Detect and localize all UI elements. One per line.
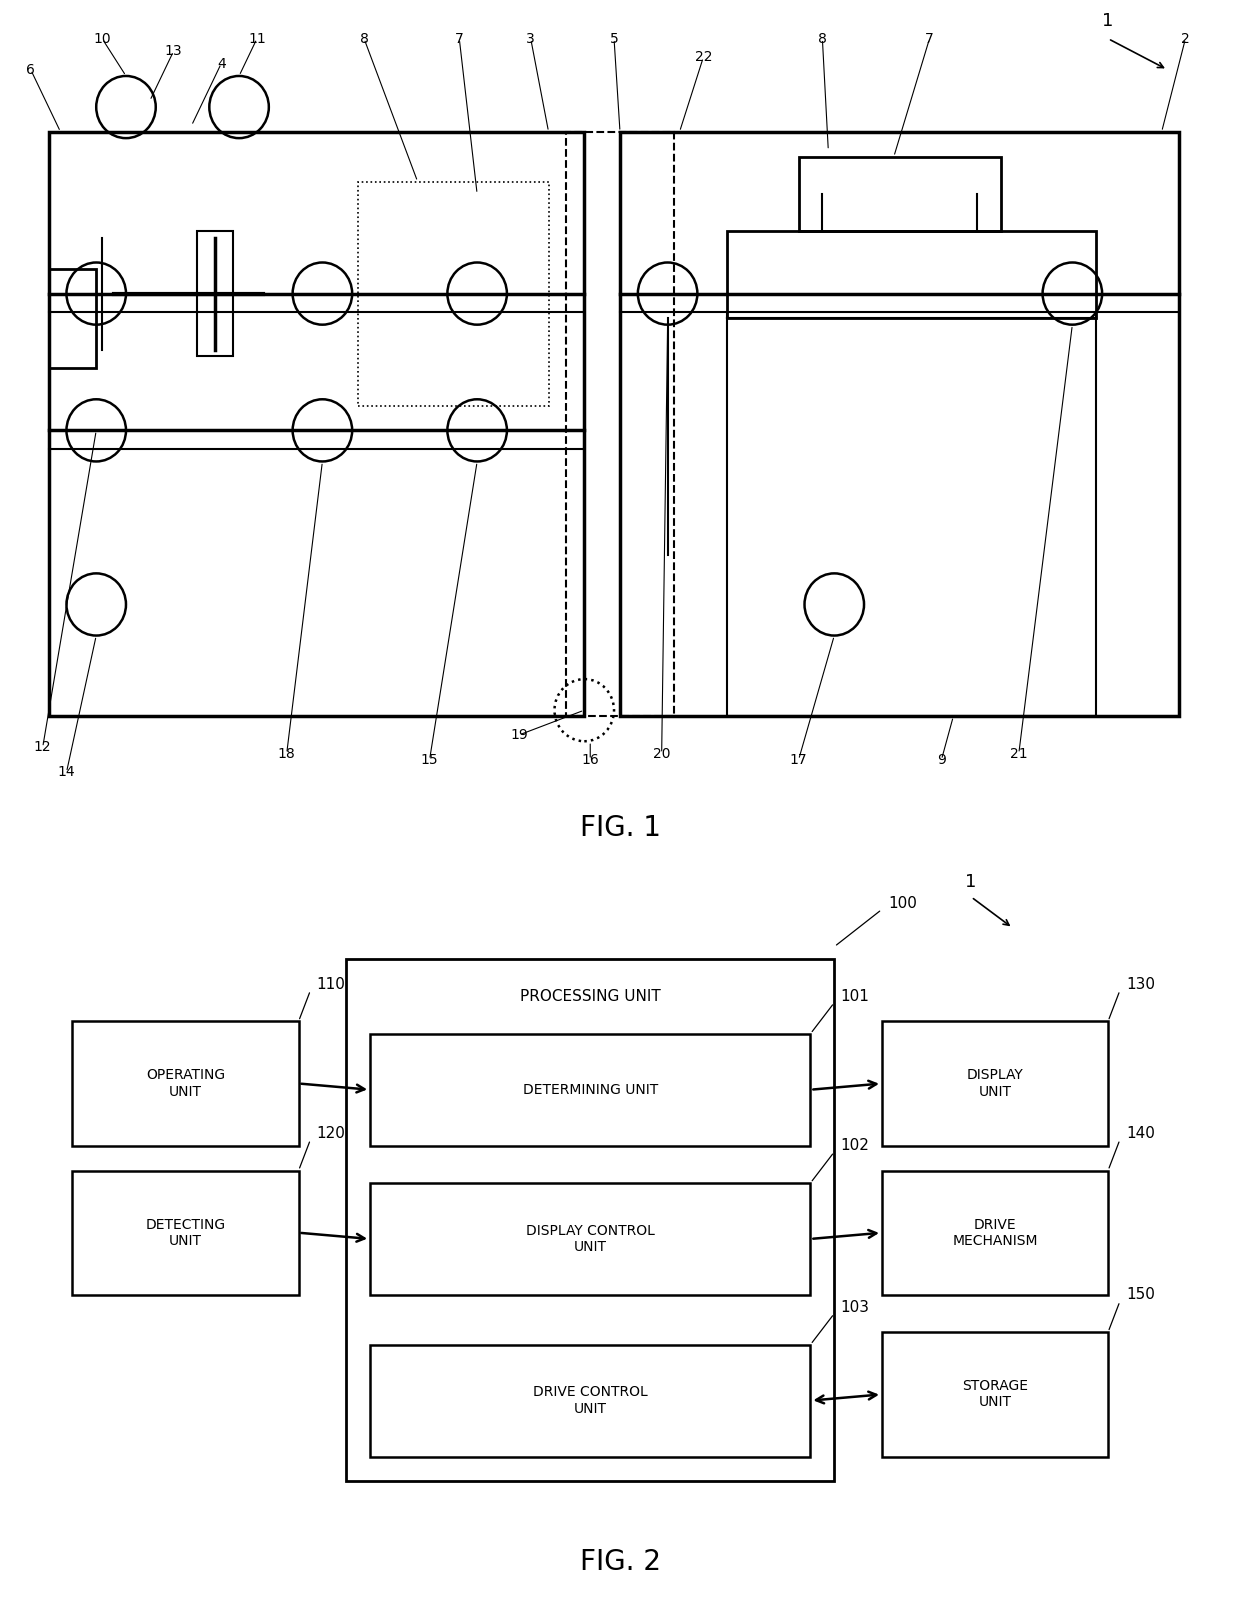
Text: 21: 21: [1009, 746, 1028, 761]
Text: 17: 17: [790, 753, 807, 767]
Text: 13: 13: [165, 44, 182, 58]
Text: 12: 12: [33, 741, 52, 754]
Text: DETERMINING UNIT: DETERMINING UNIT: [522, 1083, 658, 1096]
Text: 5: 5: [610, 32, 619, 45]
Text: FIG. 1: FIG. 1: [579, 814, 661, 842]
Text: 7: 7: [925, 32, 934, 45]
Text: PROCESSING UNIT: PROCESSING UNIT: [520, 989, 661, 1004]
Text: FIG. 2: FIG. 2: [579, 1549, 661, 1577]
Text: 19: 19: [510, 728, 528, 741]
Text: OPERATING
UNIT: OPERATING UNIT: [146, 1069, 226, 1098]
Text: 150: 150: [1126, 1288, 1154, 1302]
Text: DISPLAY CONTROL
UNIT: DISPLAY CONTROL UNIT: [526, 1225, 655, 1254]
Text: 15: 15: [420, 753, 439, 767]
Text: 8: 8: [360, 32, 368, 45]
Text: 7: 7: [455, 32, 464, 45]
Text: 120: 120: [316, 1126, 345, 1140]
Text: 102: 102: [841, 1139, 869, 1153]
Text: 16: 16: [582, 753, 599, 767]
Text: DISPLAY
UNIT: DISPLAY UNIT: [967, 1069, 1023, 1098]
Text: 14: 14: [57, 766, 76, 779]
Text: 110: 110: [316, 976, 345, 991]
Text: 20: 20: [653, 746, 671, 761]
Text: 140: 140: [1126, 1126, 1154, 1140]
Text: 8: 8: [818, 32, 827, 45]
Text: 9: 9: [937, 753, 946, 767]
Text: 103: 103: [841, 1299, 869, 1315]
Text: 18: 18: [278, 746, 295, 761]
Text: 10: 10: [93, 32, 112, 45]
Text: DRIVE
MECHANISM: DRIVE MECHANISM: [952, 1218, 1038, 1247]
Text: 130: 130: [1126, 976, 1154, 991]
Text: 11: 11: [248, 32, 265, 45]
Text: 3: 3: [526, 32, 536, 45]
Text: 6: 6: [26, 63, 35, 76]
Text: 4: 4: [217, 57, 226, 70]
Text: 100: 100: [888, 895, 916, 910]
Text: 1: 1: [1102, 11, 1114, 29]
Text: 2: 2: [1180, 32, 1190, 45]
Text: DRIVE CONTROL
UNIT: DRIVE CONTROL UNIT: [533, 1385, 647, 1416]
Text: 1: 1: [966, 873, 977, 890]
Text: DETECTING
UNIT: DETECTING UNIT: [145, 1218, 226, 1247]
Text: 101: 101: [841, 989, 869, 1004]
Text: STORAGE
UNIT: STORAGE UNIT: [962, 1379, 1028, 1410]
Text: 22: 22: [694, 50, 712, 65]
